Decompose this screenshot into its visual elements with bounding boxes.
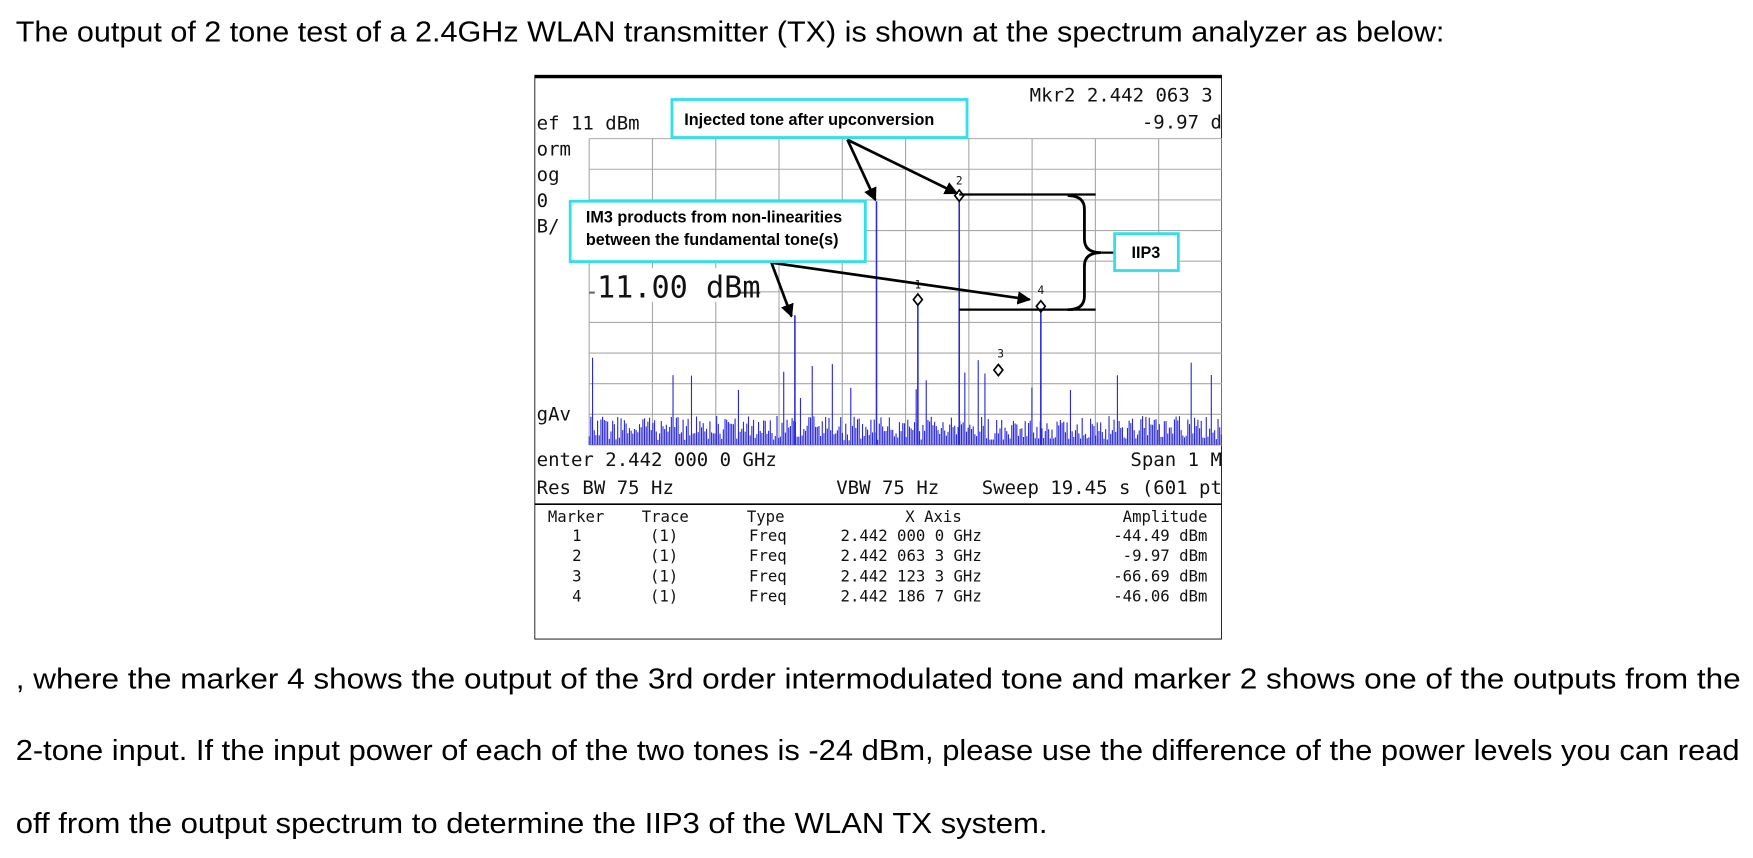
marker-amplitude: -9.97 d <box>1142 112 1222 134</box>
question-line: , where the marker 4 shows the output of… <box>16 664 1741 696</box>
table-cell: Freq <box>749 546 787 565</box>
question-line: off from the output spectrum to determin… <box>16 808 1048 840</box>
marker-diamonds <box>912 188 1047 377</box>
table-cell: (1) <box>650 586 678 605</box>
marker-number: 4 <box>1037 284 1044 297</box>
annotation-text: between the fundamental tone(s) <box>586 231 839 249</box>
res-bw: Res BW 75 Hz <box>537 477 674 499</box>
table-cell: -46.06 dBm <box>1113 586 1207 605</box>
annotation-text: IM3 products from non-linearities <box>586 208 842 226</box>
marker-number: 3 <box>997 348 1004 361</box>
table-cell: 2.442 123 3 GHz <box>841 566 982 585</box>
table-cell: (1) <box>650 526 678 545</box>
scale-label: 11.00 dBm <box>597 270 761 305</box>
noise-floor <box>588 357 1222 445</box>
noise-trace <box>588 357 1222 445</box>
table-header: Trace <box>642 507 689 526</box>
side-label: B/ <box>537 216 560 238</box>
tones <box>794 193 1042 445</box>
table-header: X Axis <box>905 507 962 526</box>
iip3-bracket <box>959 193 1115 312</box>
averaging-label: gAv <box>537 403 571 425</box>
table-header: Amplitude <box>1123 507 1208 526</box>
table-cell: -44.49 dBm <box>1113 526 1207 545</box>
table-cell: 2 <box>572 546 581 565</box>
table-header: Type <box>747 507 785 526</box>
annotation-text: Injected tone after upconversion <box>684 111 934 129</box>
table-cell: 2.442 000 0 GHz <box>841 526 982 545</box>
table-cell: 2.442 186 7 GHz <box>841 586 982 605</box>
annotation-box <box>670 98 969 139</box>
marker-number: 2 <box>956 174 963 187</box>
table-cell: Freq <box>749 566 787 585</box>
table-cell: Freq <box>749 586 787 605</box>
table-header: Marker <box>548 507 605 526</box>
table-cell: 3 <box>572 566 581 585</box>
table-cell: 4 <box>572 586 581 605</box>
table-cell: -66.69 dBm <box>1113 566 1207 585</box>
side-label: 0 <box>537 190 548 212</box>
intro-text: The output of 2 tone test of a 2.4GHz WL… <box>16 16 1445 48</box>
side-label: orm <box>537 138 571 160</box>
sweep: Sweep 19.45 s (601 pt <box>982 477 1222 499</box>
side-label: og <box>537 164 560 186</box>
table-cell: Freq <box>749 526 787 545</box>
annotation-box <box>1113 232 1180 272</box>
marker-readout: Mkr2 2.442 063 3 G <box>1030 85 1236 107</box>
table-cell: 2.442 063 3 GHz <box>841 546 982 565</box>
table-cell: -9.97 dBm <box>1123 546 1208 565</box>
annotation-box <box>568 199 867 263</box>
marker-table: Marker Trace Type X Axis Amplitude 1 (1) Freq 2.… <box>548 507 1208 605</box>
vbw: VBW 75 Hz <box>836 477 939 499</box>
table-cell: (1) <box>650 566 678 585</box>
table-cell: (1) <box>650 546 678 565</box>
question-line: 2-tone input. If the input power of each… <box>16 735 1740 767</box>
table-cell: 1 <box>572 526 581 545</box>
analyzer-screenshot: 1 2 3 4 Mkr2 2.442 063 3 G -9.97 d ef 11… <box>534 74 1236 640</box>
annotation-text: IIP3 <box>1132 244 1161 262</box>
center-freq: enter 2.442 000 0 GHz <box>537 449 777 471</box>
span: Span 1 M <box>1130 449 1222 471</box>
ref-level: ef 11 dBm <box>537 113 640 135</box>
